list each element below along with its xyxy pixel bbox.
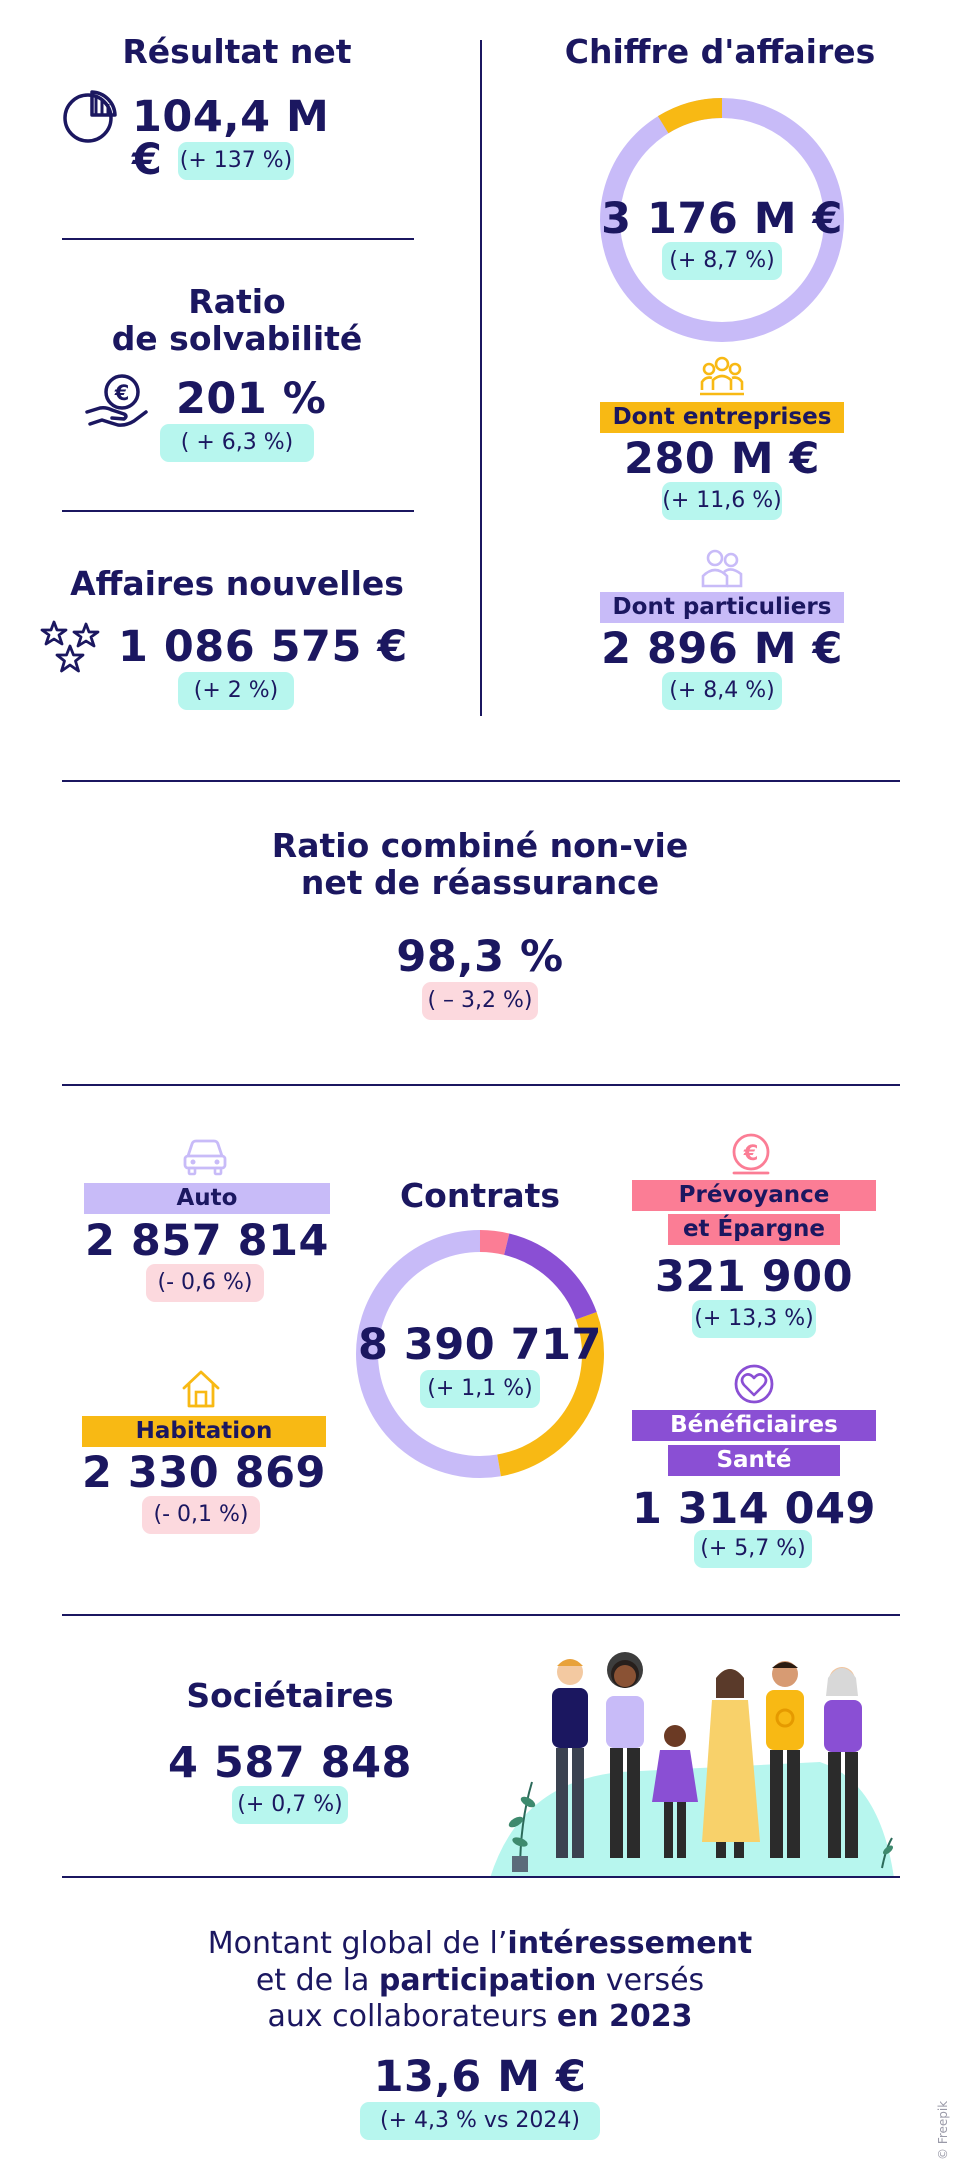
- habitation-label: Habitation: [82, 1416, 326, 1447]
- interessement-change: (+ 4,3 % vs 2024): [360, 2102, 600, 2140]
- chiffre-affaires-change: (+ 8,7 %): [662, 242, 782, 280]
- heart-icon: [732, 1364, 776, 1406]
- ring-habitation-segment: [496, 1312, 604, 1477]
- divider: [62, 1614, 900, 1616]
- column-divider: [480, 40, 482, 716]
- chiffre-affaires-title: Chiffre d'affaires: [564, 32, 876, 71]
- prevoyance-label-line1: Prévoyance: [632, 1180, 876, 1211]
- euro-coin-icon: €: [730, 1132, 772, 1176]
- people-icon: [700, 548, 744, 590]
- ring-auto-segment: [356, 1230, 501, 1478]
- stars-icon: [40, 620, 102, 678]
- entreprises-value: 280 M €: [624, 434, 820, 484]
- auto-value: 2 857 814: [85, 1216, 329, 1266]
- hand-euro-icon: €: [84, 372, 150, 430]
- svg-text:€: €: [743, 1141, 759, 1165]
- ring-entreprises-segment: [657, 98, 723, 134]
- solvabilite-value: 201 %: [176, 374, 327, 424]
- resultat-net-change: (+ 137 %): [178, 142, 294, 180]
- affaires-nouvelles-value: 1 086 575 €: [118, 622, 408, 672]
- chiffre-affaires-ring: [598, 96, 846, 344]
- affaires-nouvelles-title: Affaires nouvelles: [70, 564, 404, 603]
- auto-change: (- 0,6 %): [146, 1264, 264, 1302]
- auto-label: Auto: [84, 1183, 330, 1214]
- resultat-net-title: Résultat net: [122, 32, 352, 71]
- contrats-ring: [354, 1228, 606, 1480]
- societaires-value: 4 587 848: [168, 1738, 412, 1788]
- group-icon: [700, 356, 744, 398]
- credit-text: © Freepik: [936, 2100, 950, 2160]
- pie-chart-icon: [62, 88, 118, 144]
- contrats-value: 8 390 717: [358, 1320, 602, 1370]
- interessement-value: 13,6 M €: [373, 2052, 587, 2102]
- societaires-title: Sociétaires: [186, 1676, 394, 1715]
- divider: [62, 1084, 900, 1086]
- contrats-change: (+ 1,1 %): [420, 1370, 540, 1408]
- divider: [62, 1876, 900, 1878]
- divider: [62, 510, 414, 512]
- affaires-nouvelles-change: (+ 2 %): [178, 672, 294, 710]
- svg-text:€: €: [114, 381, 130, 405]
- entreprises-change: (+ 11,6 %): [662, 482, 782, 520]
- particuliers-label: Dont particuliers: [600, 592, 844, 623]
- solvabilite-title: Ratio de solvabilité: [111, 282, 363, 358]
- resultat-net-value: 104,4 M €: [132, 92, 330, 185]
- prevoyance-value: 321 900: [655, 1252, 853, 1302]
- ratio-combine-value: 98,3 %: [396, 932, 564, 982]
- car-icon: [182, 1136, 228, 1176]
- people-illustration: [490, 1652, 900, 1878]
- sante-label-line1: Bénéficiaires: [632, 1410, 876, 1441]
- particuliers-change: (+ 8,4 %): [662, 672, 782, 710]
- sante-label-line2: Santé: [668, 1445, 840, 1476]
- interessement-text: Montant global de l’intéressement et de …: [207, 1926, 753, 2035]
- habitation-change: (- 0,1 %): [142, 1496, 260, 1534]
- ring-prevoyance-segment: [479, 1230, 510, 1255]
- sante-value: 1 314 049: [632, 1484, 876, 1534]
- prevoyance-change: (+ 13,3 %): [692, 1300, 816, 1338]
- solvabilite-change: ( + 6,3 %): [160, 424, 314, 462]
- ring-sante-segment: [503, 1233, 597, 1320]
- ratio-combine-title: Ratio combiné non-vie net de réassurance: [271, 826, 689, 902]
- ratio-combine-change: ( – 3,2 %): [422, 982, 538, 1020]
- prevoyance-label-line2: et Épargne: [668, 1214, 840, 1245]
- house-icon: [180, 1368, 222, 1410]
- societaires-change: (+ 0,7 %): [232, 1786, 348, 1824]
- entreprises-label: Dont entreprises: [600, 402, 844, 433]
- sante-change: (+ 5,7 %): [694, 1530, 812, 1568]
- contrats-title: Contrats: [399, 1176, 561, 1215]
- divider: [62, 780, 900, 782]
- particuliers-value: 2 896 M €: [601, 624, 843, 674]
- divider: [62, 238, 414, 240]
- habitation-value: 2 330 869: [82, 1448, 326, 1498]
- chiffre-affaires-value: 3 176 M €: [601, 194, 843, 244]
